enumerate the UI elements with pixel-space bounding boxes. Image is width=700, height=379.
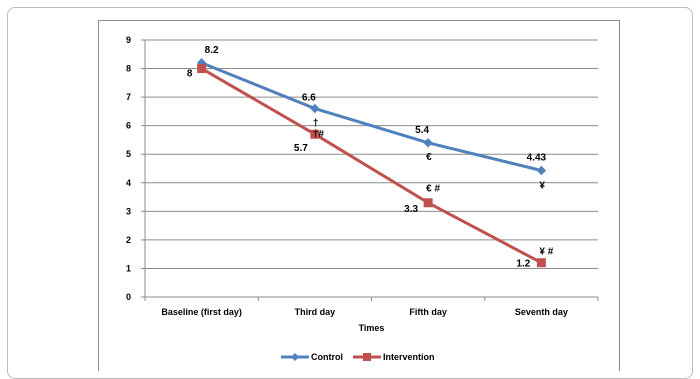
y-tick-label: 6 xyxy=(126,121,131,131)
y-tick-label: 2 xyxy=(126,235,131,245)
significance-annotation: † xyxy=(313,118,319,129)
y-tick-label: 0 xyxy=(126,292,131,302)
significance-annotation: ¥ # xyxy=(539,246,553,257)
data-label: 8.2 xyxy=(205,45,219,56)
y-tick-label: 8 xyxy=(126,64,131,74)
data-point-intervention xyxy=(424,199,432,207)
data-label: 3.3 xyxy=(404,204,418,215)
data-point-intervention xyxy=(537,259,545,267)
legend-marker-intervention xyxy=(363,353,371,361)
significance-annotation: ¥ xyxy=(539,181,545,192)
data-label: 8 xyxy=(187,69,193,80)
data-point-intervention xyxy=(198,65,206,73)
data-label: 5.4 xyxy=(415,125,429,136)
x-tick-label: Fifth day xyxy=(409,307,447,317)
data-label: 4.43 xyxy=(527,152,547,163)
x-tick-label: Baseline (first day) xyxy=(161,307,242,317)
data-label: 6.6 xyxy=(302,93,316,104)
data-point-control xyxy=(424,139,432,147)
legend-label-intervention: Intervention xyxy=(383,352,435,362)
significance-annotation: € xyxy=(426,152,432,163)
x-tick-label: Seventh day xyxy=(515,307,568,317)
legend-marker-control xyxy=(291,353,299,361)
y-tick-label: 7 xyxy=(126,92,131,102)
x-tick-label: Third day xyxy=(295,307,336,317)
series-line-intervention xyxy=(202,69,542,263)
data-point-control xyxy=(537,166,545,174)
data-label: 5.7 xyxy=(294,143,308,154)
legend-label-control: Control xyxy=(311,352,343,362)
y-tick-label: 1 xyxy=(126,263,131,273)
y-tick-label: 5 xyxy=(126,149,131,159)
y-tick-label: 4 xyxy=(126,178,131,188)
significance-annotation: € # xyxy=(426,183,440,194)
y-tick-label: 3 xyxy=(126,206,131,216)
x-axis-title: Times xyxy=(359,323,385,333)
significance-annotation: †# xyxy=(313,129,325,140)
y-tick-label: 9 xyxy=(126,35,131,45)
data-label: 1.2 xyxy=(516,259,530,270)
data-point-control xyxy=(311,105,319,113)
line-chart: 0 1 2 3 4 5 6 7 8 9 Baseline (first day) Third day F… xyxy=(0,0,700,367)
